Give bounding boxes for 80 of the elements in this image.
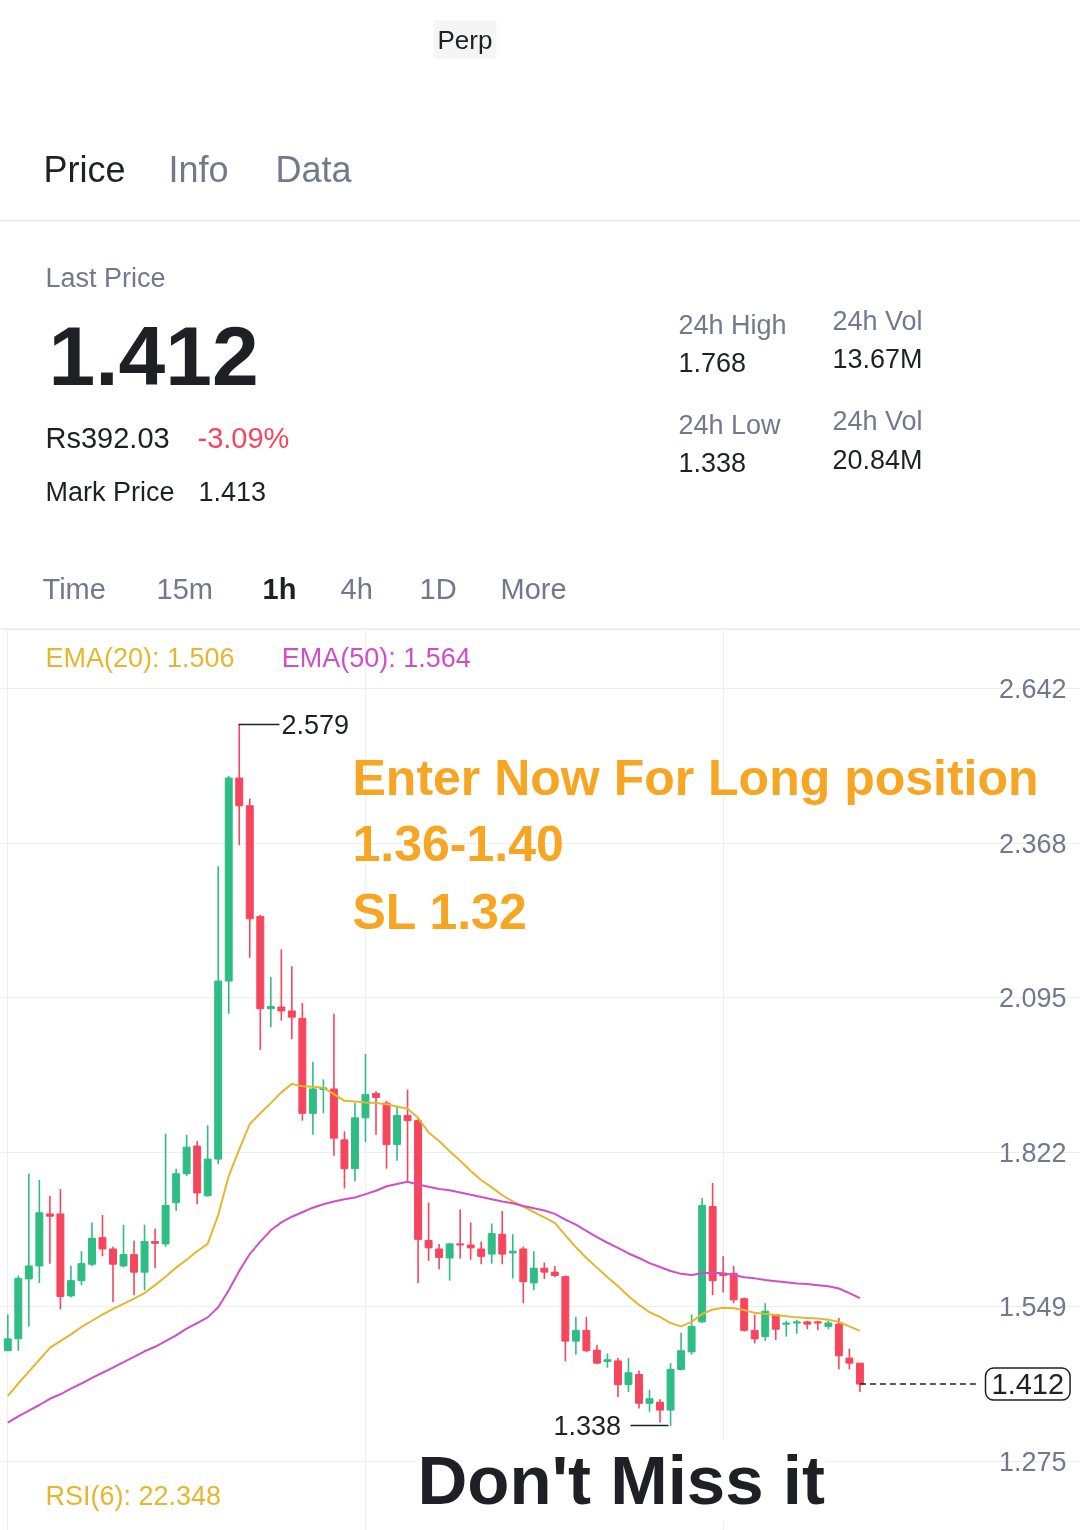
text: 24h Vol	[832, 405, 923, 436]
text: 1D	[419, 572, 457, 605]
annotation: 2.579	[281, 710, 350, 740]
ref-line-label: 1.412	[991, 1368, 1065, 1401]
candlestick	[624, 1357, 633, 1393]
candlestick	[24, 1172, 33, 1328]
candlestick	[456, 1208, 465, 1260]
candlestick	[613, 1357, 622, 1398]
candlestick	[3, 1313, 12, 1352]
y-tick-label: 2.095	[998, 983, 1067, 1014]
candlestick	[477, 1240, 486, 1266]
candlestick	[771, 1313, 780, 1341]
text: 24h Vol	[832, 305, 923, 336]
text: 24h Low	[678, 409, 782, 440]
text: Price	[43, 149, 126, 190]
candlestick	[130, 1239, 139, 1297]
text: EMA(50): 1.564	[281, 642, 471, 673]
candlestick	[582, 1316, 591, 1353]
text: -3.09%	[197, 421, 290, 454]
candlestick	[445, 1242, 454, 1282]
candlestick	[508, 1233, 517, 1280]
candlestick	[98, 1214, 107, 1258]
annotation: 1.36-1.40	[352, 816, 564, 872]
text: 15m	[156, 572, 213, 605]
text: Last Price	[45, 262, 166, 293]
y-tick-label: 1.549	[998, 1292, 1067, 1323]
text: 1.338	[678, 448, 747, 478]
candlestick	[424, 1201, 433, 1262]
candlestick	[855, 1362, 864, 1393]
y-tick-label: 1.822	[998, 1137, 1067, 1168]
text: 4h	[340, 572, 373, 605]
candlestick	[645, 1388, 654, 1413]
candlestick	[361, 1053, 370, 1143]
candlestick	[45, 1195, 54, 1265]
text: 20.84M	[832, 444, 923, 475]
candlestick	[435, 1243, 444, 1271]
candlestick	[656, 1398, 665, 1424]
candlestick	[277, 948, 286, 1022]
text: 24h High	[678, 309, 787, 340]
candlestick	[266, 976, 275, 1029]
candlestick	[792, 1318, 801, 1335]
candlestick	[372, 1090, 380, 1136]
candlestick	[498, 1210, 507, 1266]
candlestick	[529, 1250, 538, 1292]
candlestick	[487, 1222, 496, 1265]
text: Rs392.03	[45, 421, 170, 454]
annotation: Don't Miss it	[417, 1442, 825, 1519]
annotation: RSI(6): 22.348	[45, 1480, 222, 1511]
candlestick	[845, 1347, 854, 1371]
candlestick	[782, 1319, 791, 1338]
text: 1.768	[678, 348, 747, 378]
text: Time	[42, 572, 106, 605]
annotation: Enter Now For Long position	[352, 749, 1039, 806]
candlestick	[109, 1245, 117, 1303]
y-tick-label: 2.368	[998, 829, 1067, 860]
text: EMA(20): 1.506	[45, 642, 235, 673]
text: 13.67M	[832, 343, 923, 374]
candlestick	[77, 1250, 86, 1286]
text: Data	[275, 149, 353, 190]
candlestick	[403, 1088, 412, 1182]
candlestick	[571, 1316, 580, 1356]
candlestick	[66, 1265, 75, 1299]
candlestick	[119, 1223, 128, 1269]
y-tick-label: 2.642	[998, 674, 1067, 705]
text: 1.413	[198, 477, 267, 507]
text: 1.412	[48, 308, 259, 403]
line-series	[6, 1082, 861, 1397]
candlestick	[287, 965, 296, 1041]
candlestick	[151, 1227, 160, 1269]
candlestick	[466, 1221, 475, 1261]
text: Mark Price	[45, 476, 175, 507]
candlestick	[677, 1331, 686, 1372]
annotation: SL 1.32	[352, 883, 527, 940]
candlestick	[750, 1313, 759, 1345]
y-tick-label: 1.275	[998, 1447, 1067, 1478]
text: Perp	[437, 24, 493, 55]
text: Info	[168, 149, 229, 190]
text: 1h	[262, 572, 297, 605]
text: More	[500, 572, 567, 605]
annotation: 1.338	[553, 1411, 622, 1441]
